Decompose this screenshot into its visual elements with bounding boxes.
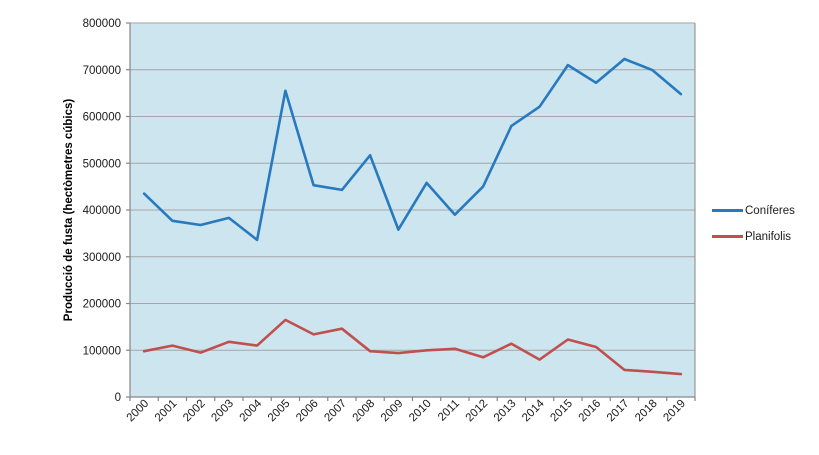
x-tick-label: 2015: [548, 398, 575, 425]
x-tick-label: 2018: [633, 398, 660, 425]
x-tick-label: 2009: [379, 398, 406, 425]
y-tick-label: 300000: [83, 252, 121, 264]
tick-marks: [126, 22, 696, 401]
y-tick-label: 800000: [83, 18, 121, 30]
y-tick-label: 500000: [83, 158, 121, 170]
legend-label-coniferes: Coníferes: [745, 204, 795, 217]
x-tick-label: 2004: [238, 397, 265, 424]
legend: Coníferes Planifolis: [712, 203, 795, 244]
coniferes-line: [142, 57, 683, 242]
x-tick-label: 2005: [266, 398, 293, 425]
legend-item-planifolis: Planifolis: [712, 229, 795, 244]
x-tick-label: 2014: [520, 397, 547, 424]
x-tick-label: 2019: [661, 398, 688, 425]
x-tick-label: 2008: [351, 398, 378, 425]
x-tick-label: 2010: [407, 398, 434, 425]
y-axis-title: Producció de fusta (hectòmetres cúbics): [63, 99, 75, 322]
x-tick-label: 2013: [492, 398, 519, 425]
data-series: [142, 57, 683, 376]
legend-item-coniferes: Coníferes: [712, 203, 795, 218]
y-tick-label: 600000: [83, 112, 121, 124]
gridlines: [130, 22, 695, 351]
x-axis-tick-labels: 2000 2001 2002 2003 2004 2005 2006 2007 2008 2009…: [125, 397, 688, 424]
y-tick-label: 700000: [83, 65, 121, 77]
y-tick-label: 0: [115, 392, 121, 404]
x-tick-label: 2002: [181, 398, 208, 425]
y-tick-label: 400000: [83, 205, 121, 217]
x-tick-label: 2011: [436, 398, 462, 424]
y-tick-label: 200000: [83, 299, 121, 311]
coniferes-line-swatch: [712, 209, 743, 212]
planifolis-line-swatch: [712, 235, 743, 238]
x-tick-label: 2007: [322, 398, 349, 425]
x-tick-label: 2003: [209, 398, 236, 425]
y-tick-label: 100000: [83, 345, 121, 357]
x-tick-label: 2000: [125, 398, 152, 425]
x-tick-label: 2017: [605, 398, 632, 425]
y-axis-tick-labels: 0 100000 200000 300000 400000 500000 600000 700…: [83, 18, 121, 404]
x-tick-label: 2016: [577, 398, 604, 425]
x-tick-label: 2012: [464, 398, 491, 425]
x-tick-label: 2001: [153, 398, 180, 425]
legend-label-planifolis: Planifolis: [745, 230, 792, 243]
x-tick-label: 2006: [294, 398, 321, 425]
planifolis-line: [142, 318, 683, 376]
